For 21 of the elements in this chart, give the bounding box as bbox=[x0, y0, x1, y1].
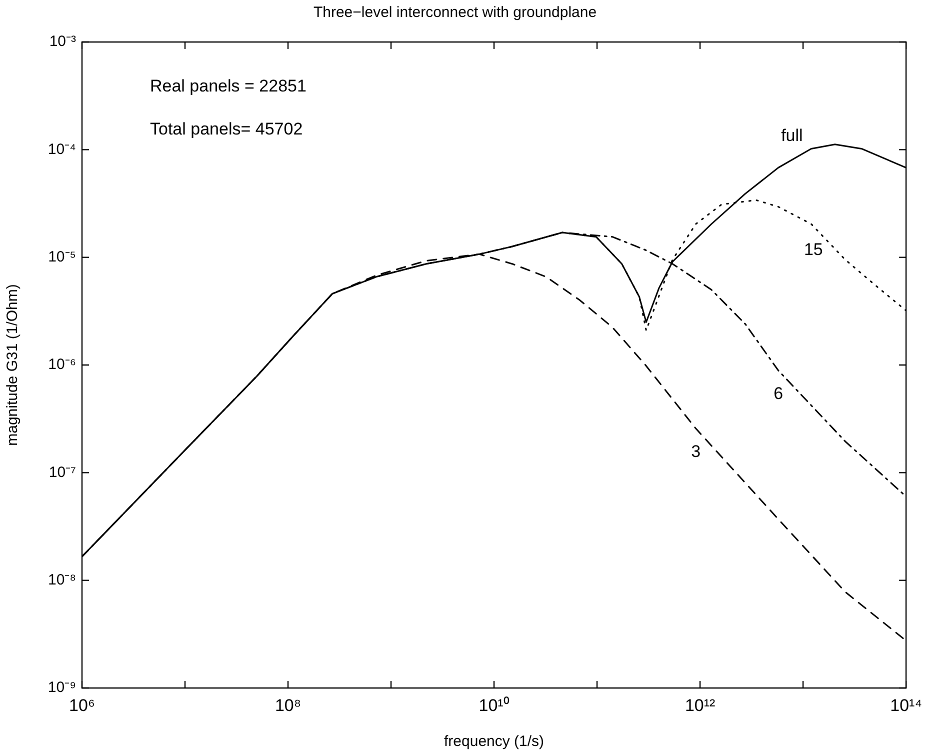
annotation: Total panels= 45702 bbox=[150, 120, 303, 139]
y-tick-label: 10⁻³ bbox=[49, 33, 76, 50]
y-tick-label: 10⁻⁸ bbox=[48, 571, 76, 588]
x-tick-label: 10⁸ bbox=[274, 696, 302, 715]
x-axis-title: frequency (1/s) bbox=[444, 733, 544, 750]
annotation: 3 bbox=[691, 442, 701, 462]
x-tick-label: 10¹⁴ bbox=[890, 696, 922, 715]
annotation: Real panels = 22851 bbox=[150, 76, 306, 96]
y-tick-label: 10⁻⁶ bbox=[48, 356, 76, 374]
y-tick-label: 10⁻⁷ bbox=[48, 464, 76, 481]
x-tick-label: 10¹⁰ bbox=[478, 696, 510, 715]
annotation: full bbox=[781, 126, 803, 145]
y-axis-title: magnitude G31 (1/Ohm) bbox=[4, 284, 22, 446]
annotation: 6 bbox=[774, 384, 784, 404]
y-tick-label: 10⁻⁵ bbox=[48, 248, 76, 266]
chart-title: Three−level interconnect with groundplane bbox=[313, 4, 597, 22]
x-tick-label: 10¹² bbox=[684, 696, 716, 715]
y-tick-label: 10⁻⁹ bbox=[48, 679, 76, 696]
y-tick-label: 10⁻⁴ bbox=[48, 140, 76, 158]
annotation: 15 bbox=[804, 240, 823, 259]
x-tick-label: 10⁶ bbox=[69, 696, 95, 715]
